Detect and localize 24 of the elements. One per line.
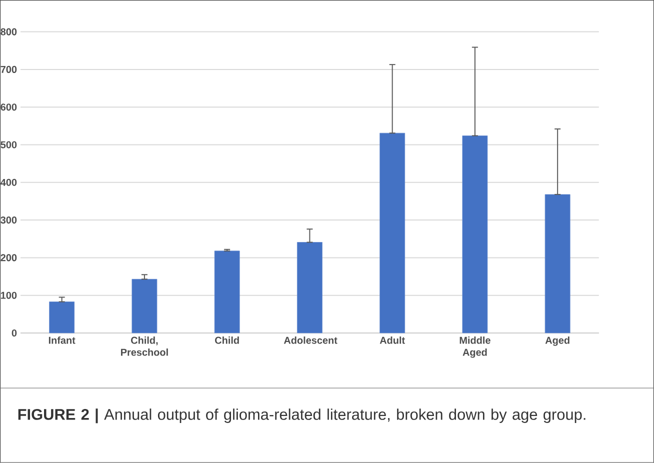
y-tick-label: 0	[12, 330, 17, 337]
text: FIGURE 2 | Annual output of glioma-related literature, broken down by age group.	[18, 408, 586, 424]
y-tick-label: 700	[0, 66, 17, 74]
bar	[297, 242, 322, 334]
bar	[462, 136, 488, 334]
y-tick-label: 800	[0, 28, 17, 36]
x-tick-label: Middle Aged	[460, 336, 490, 358]
bar	[214, 250, 240, 334]
bar	[49, 302, 75, 334]
bar	[544, 194, 570, 334]
x-tick-label: Adult	[380, 336, 405, 344]
y-tick-label: 400	[0, 178, 17, 186]
x-tick-label: Aged	[545, 336, 570, 346]
bar	[380, 132, 406, 334]
bar	[132, 279, 158, 334]
x-tick-label: Adolescent	[284, 336, 338, 344]
y-tick-label: 500	[0, 141, 17, 148]
x-tick-label: Child, Preschool	[121, 336, 168, 356]
y-tick-label: 300	[0, 216, 17, 224]
y-tick-label: 600	[0, 104, 17, 111]
x-tick-label: Infant	[48, 336, 76, 344]
y-tick-label: 200	[0, 254, 17, 262]
y-tick-label: 100	[1, 292, 17, 299]
x-tick-label: Child	[215, 336, 239, 344]
